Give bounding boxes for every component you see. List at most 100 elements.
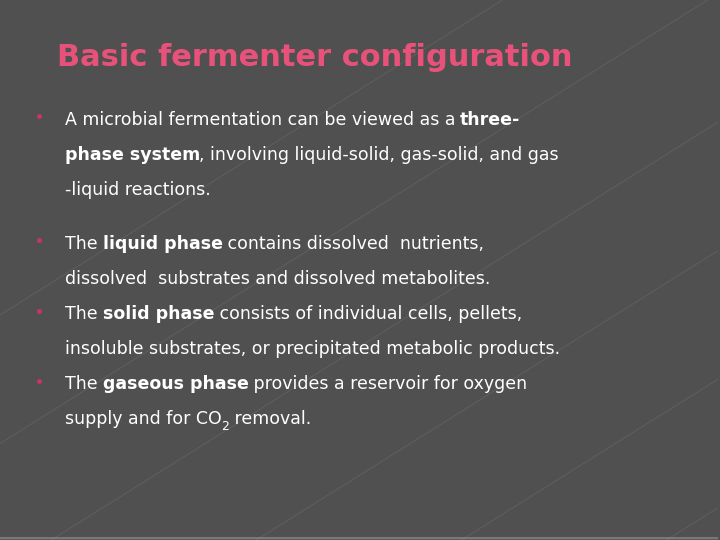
Bar — [0, 538, 718, 539]
Bar — [0, 538, 718, 540]
Bar — [0, 538, 718, 540]
Bar — [0, 538, 718, 540]
Bar — [0, 537, 718, 539]
Bar — [0, 538, 718, 539]
Bar — [0, 538, 718, 540]
Bar — [0, 538, 718, 539]
Bar — [0, 537, 718, 539]
Bar — [0, 538, 718, 540]
Bar — [0, 538, 718, 539]
Text: A microbial fermentation can be viewed as a: A microbial fermentation can be viewed a… — [65, 111, 461, 129]
Bar — [0, 538, 718, 539]
Bar — [0, 538, 718, 540]
Bar — [0, 537, 718, 539]
Bar — [0, 538, 718, 539]
Bar — [0, 538, 718, 539]
Bar — [0, 538, 718, 539]
Bar — [0, 537, 718, 539]
Bar — [0, 538, 718, 540]
Bar — [0, 537, 718, 539]
Bar — [0, 538, 718, 540]
Bar — [0, 537, 718, 539]
Bar — [0, 538, 718, 539]
Bar — [0, 538, 718, 539]
Bar — [0, 538, 718, 539]
Bar — [0, 538, 718, 540]
Bar — [0, 538, 718, 540]
Bar — [0, 538, 718, 540]
Bar — [0, 538, 718, 539]
Bar — [0, 538, 718, 540]
Bar — [0, 538, 718, 539]
Bar — [0, 538, 718, 539]
Bar — [0, 538, 718, 540]
Bar — [0, 538, 718, 539]
Bar — [0, 538, 718, 540]
Bar — [0, 537, 718, 539]
Bar — [0, 538, 718, 539]
Bar — [0, 538, 718, 540]
Bar — [0, 537, 718, 539]
Bar — [0, 538, 718, 540]
Bar — [0, 538, 718, 539]
Bar — [0, 538, 718, 539]
Bar — [0, 537, 718, 539]
Bar — [0, 538, 718, 539]
Bar — [0, 537, 718, 539]
Bar — [0, 538, 718, 539]
Text: The: The — [65, 235, 103, 253]
Bar — [0, 537, 718, 539]
Bar — [0, 538, 718, 540]
Bar — [0, 538, 718, 539]
Bar — [0, 537, 718, 539]
Bar — [0, 538, 718, 539]
Bar — [0, 537, 718, 539]
Bar — [0, 538, 718, 539]
Bar — [0, 537, 718, 539]
Bar — [0, 538, 718, 540]
Bar — [0, 538, 718, 539]
Bar — [0, 538, 718, 539]
Bar — [0, 537, 718, 539]
Bar — [0, 538, 718, 539]
Bar — [0, 537, 718, 539]
Bar — [0, 538, 718, 539]
Bar — [0, 538, 718, 539]
Bar — [0, 538, 718, 539]
Bar — [0, 537, 718, 539]
Bar — [0, 537, 718, 539]
Bar — [0, 537, 718, 539]
Bar — [0, 538, 718, 540]
Bar — [0, 537, 718, 539]
Bar — [0, 538, 718, 539]
Bar — [0, 538, 718, 539]
Bar — [0, 538, 718, 539]
Bar — [0, 538, 718, 539]
Bar — [0, 538, 718, 539]
Bar — [0, 537, 718, 539]
Bar — [0, 537, 718, 539]
Bar — [0, 538, 718, 539]
Bar — [0, 538, 718, 539]
Bar — [0, 538, 718, 539]
Bar — [0, 538, 718, 540]
Bar — [0, 538, 718, 539]
Text: , involving liquid-solid, gas-solid, and gas: , involving liquid-solid, gas-solid, and… — [199, 146, 559, 164]
Bar — [0, 537, 718, 539]
Bar — [0, 537, 718, 539]
Bar — [0, 538, 718, 539]
Text: -liquid reactions.: -liquid reactions. — [65, 181, 210, 199]
Bar — [0, 538, 718, 539]
Bar — [0, 537, 718, 539]
Bar — [0, 538, 718, 539]
Text: gaseous phase: gaseous phase — [103, 375, 248, 393]
Bar — [0, 538, 718, 539]
Bar — [0, 538, 718, 539]
Bar — [0, 538, 718, 539]
Bar — [0, 538, 718, 539]
Bar — [0, 538, 718, 539]
Bar — [0, 538, 718, 539]
Bar — [0, 538, 718, 539]
Bar — [0, 538, 718, 539]
Bar — [0, 538, 718, 539]
